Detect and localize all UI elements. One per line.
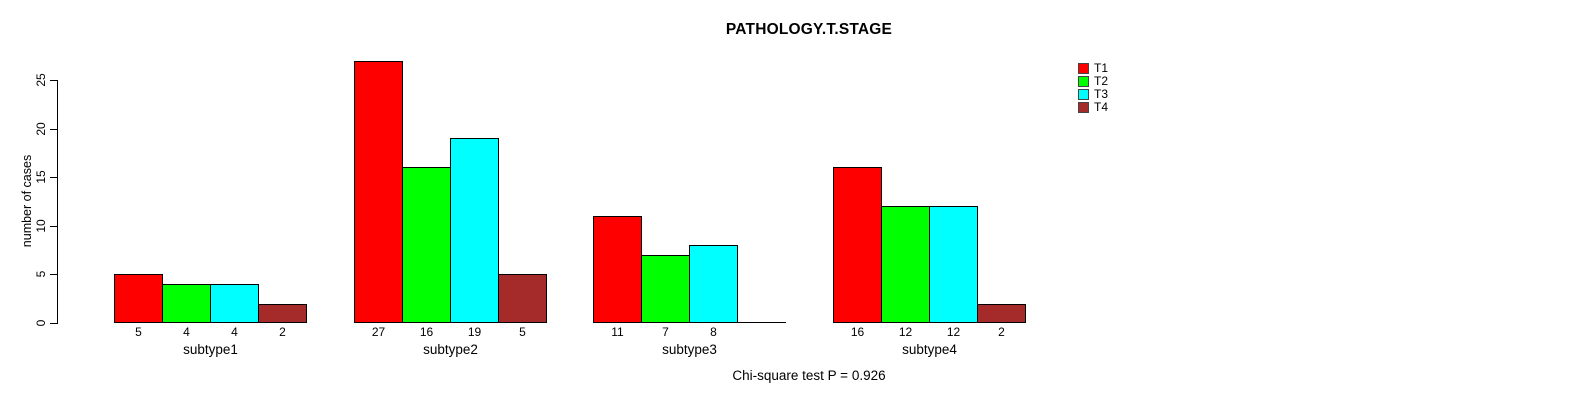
y-axis-tick-label: 20 (34, 121, 48, 136)
y-axis-tick-label: 0 (34, 319, 48, 327)
bar-value-label: 16 (419, 325, 434, 339)
x-group-label: subtype3 (662, 342, 717, 357)
y-axis-tick-label: 10 (34, 219, 48, 233)
bar-T2 (881, 206, 930, 323)
bar-value-label: 11 (611, 325, 624, 339)
y-axis-tick-label: 15 (34, 170, 48, 184)
bar-value-label: 7 (662, 325, 669, 339)
bar-value-label: 5 (519, 325, 526, 339)
bar-value-label: 4 (231, 325, 238, 339)
x-group-label: subtype2 (423, 342, 478, 357)
bar-value-label: 2 (279, 325, 286, 339)
legend-row: T2 (1078, 75, 1108, 87)
bar-T2 (162, 284, 211, 323)
legend-swatch-T1 (1078, 62, 1089, 74)
y-axis-tick-label: 5 (34, 271, 48, 278)
bar-value-label: 12 (946, 325, 961, 339)
bar-T2 (402, 167, 451, 323)
y-axis-tick (50, 225, 57, 227)
bar-T1 (833, 167, 882, 323)
bar-value-label: 2 (998, 325, 1005, 339)
x-group-label: subtype1 (183, 342, 238, 357)
bar-zero-T4 (737, 322, 786, 323)
legend-label: T3 (1094, 87, 1109, 101)
legend: T1 T2 T3 T4 (1078, 62, 1108, 113)
bar-value-label: 8 (710, 325, 717, 339)
x-group-label: subtype4 (902, 342, 957, 357)
legend-row: T3 (1078, 88, 1108, 100)
bar-T4 (498, 274, 547, 323)
bar-value-label: 16 (850, 325, 865, 339)
bar-value-label: 4 (183, 325, 190, 339)
bar-T1 (114, 274, 163, 323)
legend-row: T4 (1078, 101, 1108, 113)
y-axis-tick (50, 177, 57, 179)
legend-label: T2 (1094, 74, 1109, 88)
legend-swatch-T4 (1078, 101, 1089, 113)
bar-T3 (210, 284, 259, 323)
y-axis-tick (50, 80, 57, 81)
chart-title: PATHOLOGY.T.STAGE (725, 21, 893, 38)
y-axis-tick (50, 323, 57, 324)
bar-T3 (929, 206, 978, 323)
bar-T2 (641, 255, 690, 323)
y-axis-line (57, 80, 58, 324)
bar-value-label: 12 (898, 325, 913, 339)
bar-T3 (450, 138, 499, 323)
bar-value-label: 5 (135, 325, 142, 339)
bar-value-label: 27 (371, 325, 386, 339)
y-axis-tick-label: 25 (34, 73, 48, 87)
y-axis-tick (50, 128, 57, 130)
chi-square-caption: Chi-square test P = 0.926 (732, 368, 886, 383)
legend-row: T1 (1078, 62, 1108, 74)
bar-T1 (354, 61, 403, 323)
bar-T4 (977, 304, 1026, 323)
legend-label: T1 (1094, 61, 1109, 75)
bar-T4 (258, 304, 307, 323)
bar-T1 (593, 216, 642, 323)
bar-T3 (689, 245, 738, 323)
legend-swatch-T2 (1078, 75, 1089, 87)
legend-swatch-T3 (1078, 88, 1089, 100)
legend-label: T4 (1094, 100, 1109, 114)
y-axis-tick (50, 274, 57, 276)
bar-value-label: 19 (467, 325, 482, 339)
